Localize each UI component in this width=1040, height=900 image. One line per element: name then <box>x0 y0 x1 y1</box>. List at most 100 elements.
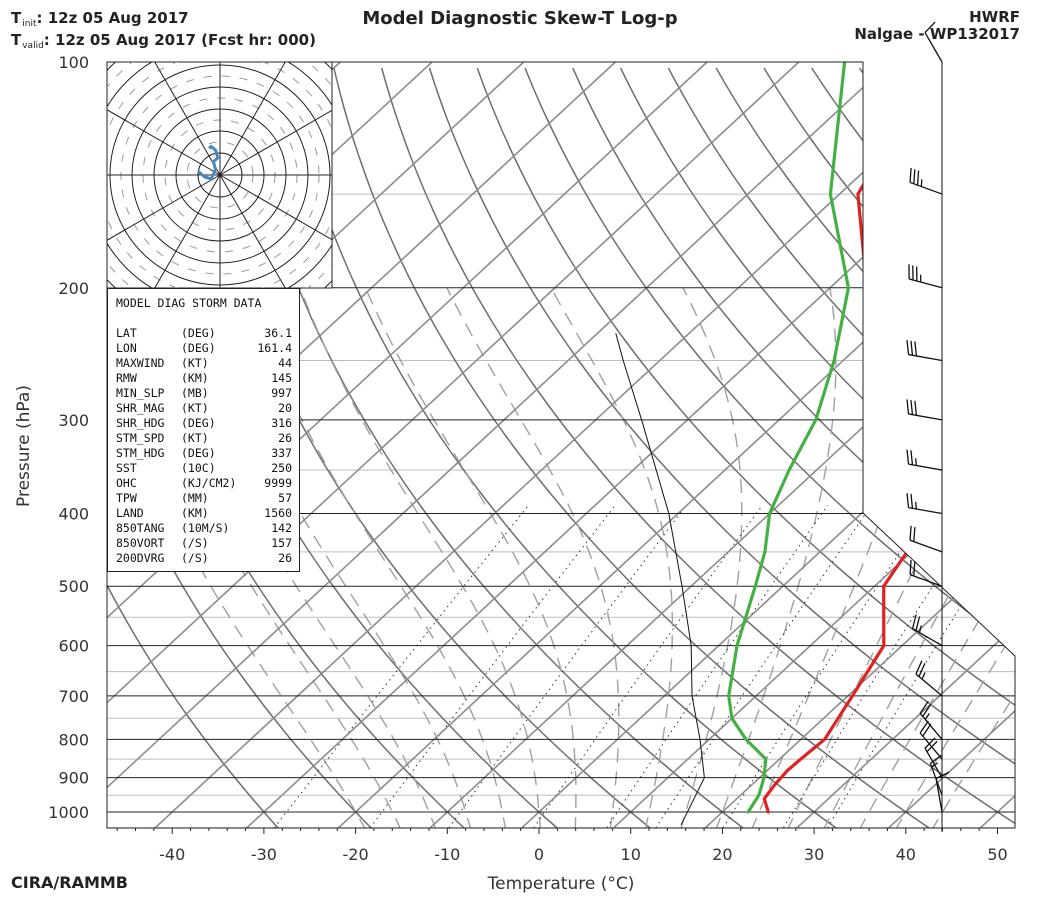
storm-table-unit: (MB) <box>181 386 209 400</box>
isotherm <box>426 62 1015 828</box>
storm-table-row: SHR_MAG (KT) 20 <box>116 401 299 416</box>
wind-barb-flag <box>924 737 936 749</box>
model-name: HWRF <box>969 8 1020 26</box>
wind-barb <box>906 340 943 362</box>
wind-barb-shaft <box>908 413 943 421</box>
dry-adiabat <box>906 67 1015 828</box>
wind-barb-half <box>918 625 922 633</box>
storm-table-name: RMW <box>116 371 137 385</box>
moist-adiabat <box>894 287 1015 828</box>
isotherm <box>107 62 892 828</box>
moist-adiabat <box>930 287 1015 828</box>
dry-adiabat <box>428 67 1015 828</box>
storm-table-value: 161.4 <box>257 341 292 355</box>
wind-barb-flag <box>922 723 932 737</box>
storm-table-unit: (KT) <box>181 401 209 415</box>
storm-table-unit: (KM) <box>181 371 209 385</box>
hodograph-spoke <box>107 174 221 241</box>
mixing-ratio-line <box>369 504 616 828</box>
x-tick-label: 10 <box>621 845 641 864</box>
x-tick-label: 20 <box>712 845 732 864</box>
isotherm <box>334 62 1015 828</box>
storm-table-unit: (KM) <box>181 506 209 520</box>
dry-adiabat <box>763 67 1015 828</box>
storm-table-value: 142 <box>271 521 292 535</box>
y-tick-label: 300 <box>58 411 89 430</box>
storm-table-row: LON (DEG) 161.4 <box>116 341 299 356</box>
wind-barb-flag <box>915 660 923 675</box>
wind-barb <box>919 720 943 760</box>
y-tick-label: 200 <box>58 279 89 298</box>
wind-barb-shaft <box>908 353 943 362</box>
storm-table-unit: (KT) <box>181 356 209 370</box>
moist-adiabat <box>822 287 1015 828</box>
wind-barb-shaft <box>924 32 943 63</box>
wind-barb-flag <box>919 720 929 734</box>
storm-table-value: 1560 <box>264 506 292 520</box>
wind-barb-flag <box>909 560 912 575</box>
wind-barb <box>909 167 943 195</box>
hodograph-spoke <box>219 174 286 288</box>
dry-adiabat <box>1002 67 1015 828</box>
moist-adiabat <box>245 287 507 828</box>
storm-table-row: 200DVRG (/S) 26 <box>116 551 299 566</box>
isotherm <box>793 62 1015 828</box>
credit-label: CIRA/RAMMB <box>11 873 128 892</box>
dry-adiabat <box>333 67 930 828</box>
wind-barb-shaft <box>912 628 943 647</box>
dry-adiabat <box>380 67 1015 828</box>
moist-adiabat <box>750 287 956 828</box>
storm-table-name: 850VORT <box>116 536 165 550</box>
storm-table-value: 145 <box>271 371 292 385</box>
isotherm <box>151 62 983 828</box>
wind-barb-shaft <box>919 712 943 740</box>
wind-barb-flag <box>910 493 914 509</box>
mixing-ratio-line <box>827 505 1015 828</box>
dry-adiabat <box>667 67 1015 828</box>
hodograph-spoke <box>154 62 221 176</box>
wind-barb-half <box>924 713 930 720</box>
dry-adiabat <box>107 67 279 828</box>
storm-table-name: STM_SPD <box>116 431 165 445</box>
wind-barb <box>909 525 943 553</box>
wind-barb-flag <box>916 170 920 186</box>
hodograph <box>107 62 332 288</box>
isotherm <box>609 62 1015 828</box>
hodograph-spoke <box>219 174 332 241</box>
storm-name: Nalgae - WP132017 <box>854 25 1020 43</box>
storm-table-name: STM_HDG <box>116 446 165 460</box>
y-axis-label: Pressure (hPa) <box>14 385 34 507</box>
storm-table-row: TPW (MM) 57 <box>116 491 299 506</box>
wind-barb-flag <box>913 527 916 542</box>
storm-table-name: SST <box>116 461 137 475</box>
storm-data-table: MODEL DIAG STORM DATA LAT (DEG) 36.1 LON (DE… <box>107 288 300 572</box>
storm-table-row: 850VORT (/S) 157 <box>116 536 299 551</box>
dry-adiabat <box>572 67 1015 828</box>
wind-barb-shaft <box>909 573 943 587</box>
wind-barb-flag <box>906 493 910 508</box>
wind-barb-flag <box>906 449 910 465</box>
wind-barb <box>909 560 943 587</box>
wind-barb-flag <box>910 340 914 356</box>
wind-barb-flag <box>915 616 921 631</box>
mixing-ratio-line <box>722 505 932 828</box>
moist-adiabat <box>550 287 674 828</box>
storm-table-name: SHR_HDG <box>116 416 165 430</box>
x-tick-label: -20 <box>343 845 369 864</box>
wind-barb-flag <box>935 771 950 780</box>
storm-table-unit: (10C) <box>181 461 216 475</box>
wind-barb-shaft <box>935 778 943 813</box>
wind-barb-shaft <box>919 732 943 760</box>
storm-table-value: 44 <box>278 356 292 370</box>
storm-table-value: 250 <box>271 461 292 475</box>
wind-barb-flag <box>909 167 912 183</box>
storm-table-row: SST (10C) 250 <box>116 461 299 476</box>
storm-table-row: OHC (KJ/CM2) 9999 <box>116 476 299 491</box>
hodograph-trace <box>197 145 220 181</box>
isotherm <box>976 62 1015 828</box>
storm-table-unit: (DEG) <box>181 416 216 430</box>
storm-table-name: 200DVRG <box>116 551 165 565</box>
wind-barb-flag <box>910 450 914 465</box>
storm-table-value: 20 <box>278 401 292 415</box>
